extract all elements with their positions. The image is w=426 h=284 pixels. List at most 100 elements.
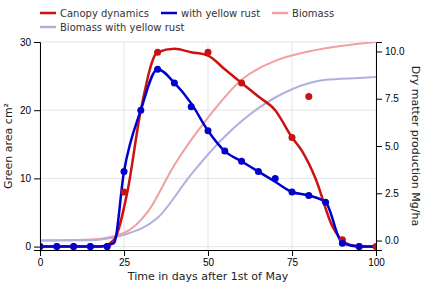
tick-mark xyxy=(34,42,40,43)
tick: 5.0 xyxy=(376,141,399,152)
point xyxy=(205,49,212,56)
tick-label: 10.0 xyxy=(385,46,405,57)
tick-mark xyxy=(34,110,40,111)
point xyxy=(87,243,94,250)
tick-mark xyxy=(376,241,382,242)
tick: 10 xyxy=(20,173,40,184)
y-axis-title: Green area cm² xyxy=(2,103,15,189)
point xyxy=(305,93,312,100)
tick-mark xyxy=(292,250,293,256)
grid-line-x xyxy=(292,42,293,250)
tick-label: 10 xyxy=(20,173,32,184)
point xyxy=(154,66,161,73)
point xyxy=(238,79,245,86)
y-axis: 0 10 20 30 xyxy=(20,37,41,253)
point xyxy=(87,243,94,250)
point xyxy=(205,127,212,134)
point xyxy=(272,175,279,182)
y2-axis: 0.0 2.5 5.0 7.5 10.0 xyxy=(376,43,405,251)
x-axis: 0 25 50 75 100 xyxy=(38,250,386,268)
tick-mark xyxy=(34,247,40,248)
tick: 0.0 xyxy=(376,235,399,246)
grid-line-y xyxy=(40,178,376,179)
point xyxy=(121,189,128,196)
legend-label: Canopy dynamics xyxy=(60,8,149,19)
tick-label: 30 xyxy=(20,37,32,48)
point xyxy=(373,243,377,250)
tick-mark xyxy=(376,146,382,147)
legend-item: Biomass xyxy=(272,8,334,19)
point xyxy=(289,134,296,141)
tick-label: 5.0 xyxy=(385,141,399,152)
tick: 0 xyxy=(25,241,40,252)
point xyxy=(238,158,245,165)
x-axis-title: Time in days after 1st of May xyxy=(127,270,289,283)
point xyxy=(171,79,178,86)
axis-line xyxy=(377,43,383,251)
grid-line-x xyxy=(208,42,209,250)
point xyxy=(356,243,363,250)
tick-label: 0.0 xyxy=(385,235,399,246)
tick-label: 0 xyxy=(38,257,44,268)
tick-mark xyxy=(124,250,125,256)
line xyxy=(40,49,376,247)
tick: 30 xyxy=(20,37,40,48)
point xyxy=(137,107,144,114)
chart: Canopy dynamics with yellow rust Biomass Bi… xyxy=(0,0,426,284)
tick: 0 xyxy=(38,250,44,268)
tick-label: 100 xyxy=(368,257,385,268)
legend-label: with yellow rust xyxy=(181,8,260,19)
point xyxy=(356,243,363,250)
tick: 2.5 xyxy=(376,188,399,199)
legend-item: with yellow rust xyxy=(161,8,260,19)
y2-axis-title: Dry matter production Mg/ha xyxy=(409,66,422,226)
tick: 25 xyxy=(119,250,131,268)
point xyxy=(53,243,60,250)
marks xyxy=(40,42,376,250)
point xyxy=(104,243,111,250)
axis-line xyxy=(34,43,41,251)
grid-line-y xyxy=(40,42,376,43)
tick: 20 xyxy=(20,105,40,116)
tick: 75 xyxy=(287,250,299,268)
tick: 50 xyxy=(203,250,215,268)
tick-mark xyxy=(376,193,382,194)
point xyxy=(322,199,329,206)
legend-label: Biomass xyxy=(292,8,334,19)
line xyxy=(40,69,376,246)
tick: 7.5 xyxy=(376,93,399,104)
point xyxy=(305,192,312,199)
point xyxy=(221,148,228,155)
legend-swatch xyxy=(272,12,288,15)
tick-label: 25 xyxy=(119,257,131,268)
point xyxy=(339,240,346,247)
tick-label: 2.5 xyxy=(385,188,399,199)
tick-label: 20 xyxy=(20,105,32,116)
grid-line-y xyxy=(40,110,376,111)
legend: Canopy dynamics with yellow rust Biomass Bi… xyxy=(40,8,334,33)
tick-mark xyxy=(208,250,209,256)
legend-item: Biomass with yellow rust xyxy=(40,22,184,33)
tick: 10.0 xyxy=(376,46,405,57)
grid xyxy=(40,42,376,250)
point xyxy=(188,103,195,110)
legend-swatch xyxy=(161,12,177,15)
grid-line-x xyxy=(124,42,125,250)
point xyxy=(70,243,77,250)
tick-mark xyxy=(376,99,382,100)
tick-label: 0 xyxy=(25,241,31,252)
legend-item: Canopy dynamics xyxy=(40,8,149,19)
legend-label: Biomass with yellow rust xyxy=(60,22,184,33)
legend-swatch xyxy=(40,26,56,29)
point xyxy=(121,168,128,175)
line xyxy=(40,77,376,241)
point xyxy=(104,243,111,250)
point xyxy=(53,243,60,250)
point xyxy=(289,189,296,196)
tick: 100 xyxy=(368,250,385,268)
tick-mark xyxy=(376,51,382,52)
point xyxy=(70,243,77,250)
tick-label: 50 xyxy=(203,257,215,268)
tick-label: 75 xyxy=(287,257,299,268)
tick-mark xyxy=(34,178,40,179)
